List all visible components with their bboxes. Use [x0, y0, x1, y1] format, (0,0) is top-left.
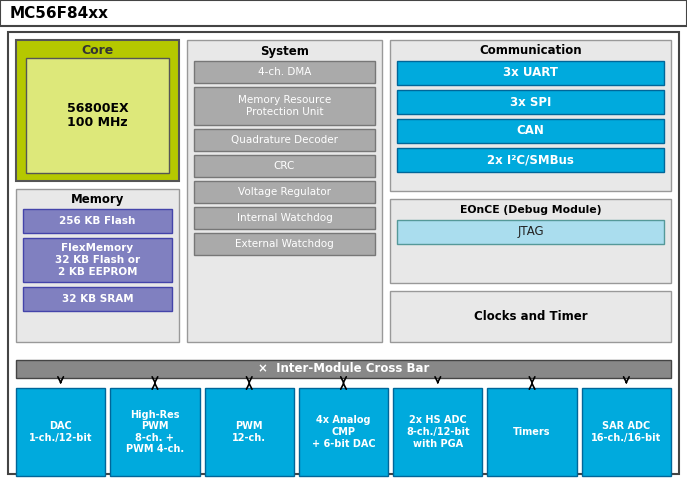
Text: 32 KB SRAM: 32 KB SRAM [62, 294, 133, 304]
Text: SAR ADC
16-ch./16-bit: SAR ADC 16-ch./16-bit [592, 421, 662, 443]
Bar [23, 287, 172, 311]
Text: 4-ch. DMA: 4-ch. DMA [258, 67, 311, 77]
Bar [16, 388, 105, 476]
Bar [194, 61, 375, 83]
Bar [187, 40, 382, 342]
Text: Voltage Regulator: Voltage Regulator [238, 187, 331, 197]
Text: CAN: CAN [517, 124, 544, 137]
Bar [397, 119, 664, 143]
Bar [397, 148, 664, 172]
Text: 3x SPI: 3x SPI [510, 96, 551, 108]
Bar [194, 129, 375, 151]
Bar [390, 199, 671, 283]
Bar [299, 388, 388, 476]
Text: MC56F84xx: MC56F84xx [10, 5, 109, 21]
Bar [393, 388, 482, 476]
Text: Clocks and Timer: Clocks and Timer [474, 310, 587, 323]
Text: DAC
1-ch./12-bit: DAC 1-ch./12-bit [29, 421, 92, 443]
Bar [23, 238, 172, 282]
Bar [205, 388, 294, 476]
Bar [26, 58, 169, 173]
Text: Core: Core [81, 44, 113, 57]
Bar [488, 388, 576, 476]
Text: PWM
12-ch.: PWM 12-ch. [232, 421, 267, 443]
Text: External Watchdog: External Watchdog [235, 239, 334, 249]
Text: Memory Resource
Protection Unit: Memory Resource Protection Unit [238, 95, 331, 117]
Text: CRC: CRC [274, 161, 295, 171]
Bar [390, 291, 671, 342]
Text: EOnCE (Debug Module): EOnCE (Debug Module) [460, 205, 601, 215]
Bar [16, 360, 671, 378]
Text: 56800EX
100 MHz: 56800EX 100 MHz [67, 101, 128, 130]
Text: Timers: Timers [513, 427, 551, 437]
Text: Communication: Communication [480, 45, 582, 58]
Bar [0, 24, 687, 26]
Bar [397, 220, 664, 244]
Text: 4x Analog
CMP
+ 6-bit DAC: 4x Analog CMP + 6-bit DAC [312, 415, 375, 449]
Bar [390, 40, 671, 191]
Bar [582, 388, 671, 476]
Bar [194, 233, 375, 255]
Bar [16, 189, 179, 342]
Bar [397, 61, 664, 85]
Text: System: System [260, 45, 309, 58]
Text: Quadrature Decoder: Quadrature Decoder [231, 135, 338, 145]
Text: JTAG: JTAG [517, 226, 544, 239]
Bar [0, 0, 687, 26]
Text: ×  Inter-Module Cross Bar: × Inter-Module Cross Bar [258, 362, 429, 375]
Bar [194, 87, 375, 125]
Bar [397, 90, 664, 114]
Text: High-Res
PWM
8-ch. +
PWM 4-ch.: High-Res PWM 8-ch. + PWM 4-ch. [126, 409, 184, 455]
Text: 2x HS ADC
8-ch./12-bit
with PGA: 2x HS ADC 8-ch./12-bit with PGA [406, 415, 470, 449]
Bar [194, 181, 375, 203]
Bar [194, 155, 375, 177]
Bar [111, 388, 199, 476]
Text: FlexMemory
32 KB Flash or
2 KB EEPROM: FlexMemory 32 KB Flash or 2 KB EEPROM [55, 243, 140, 276]
Bar [194, 207, 375, 229]
Text: Memory: Memory [71, 193, 124, 206]
Bar [23, 209, 172, 233]
Text: Internal Watchdog: Internal Watchdog [236, 213, 333, 223]
Bar [16, 40, 179, 181]
Text: 2x I²C/SMBus: 2x I²C/SMBus [487, 154, 574, 167]
Text: 3x UART: 3x UART [503, 67, 558, 80]
Text: 256 KB Flash: 256 KB Flash [59, 216, 136, 226]
